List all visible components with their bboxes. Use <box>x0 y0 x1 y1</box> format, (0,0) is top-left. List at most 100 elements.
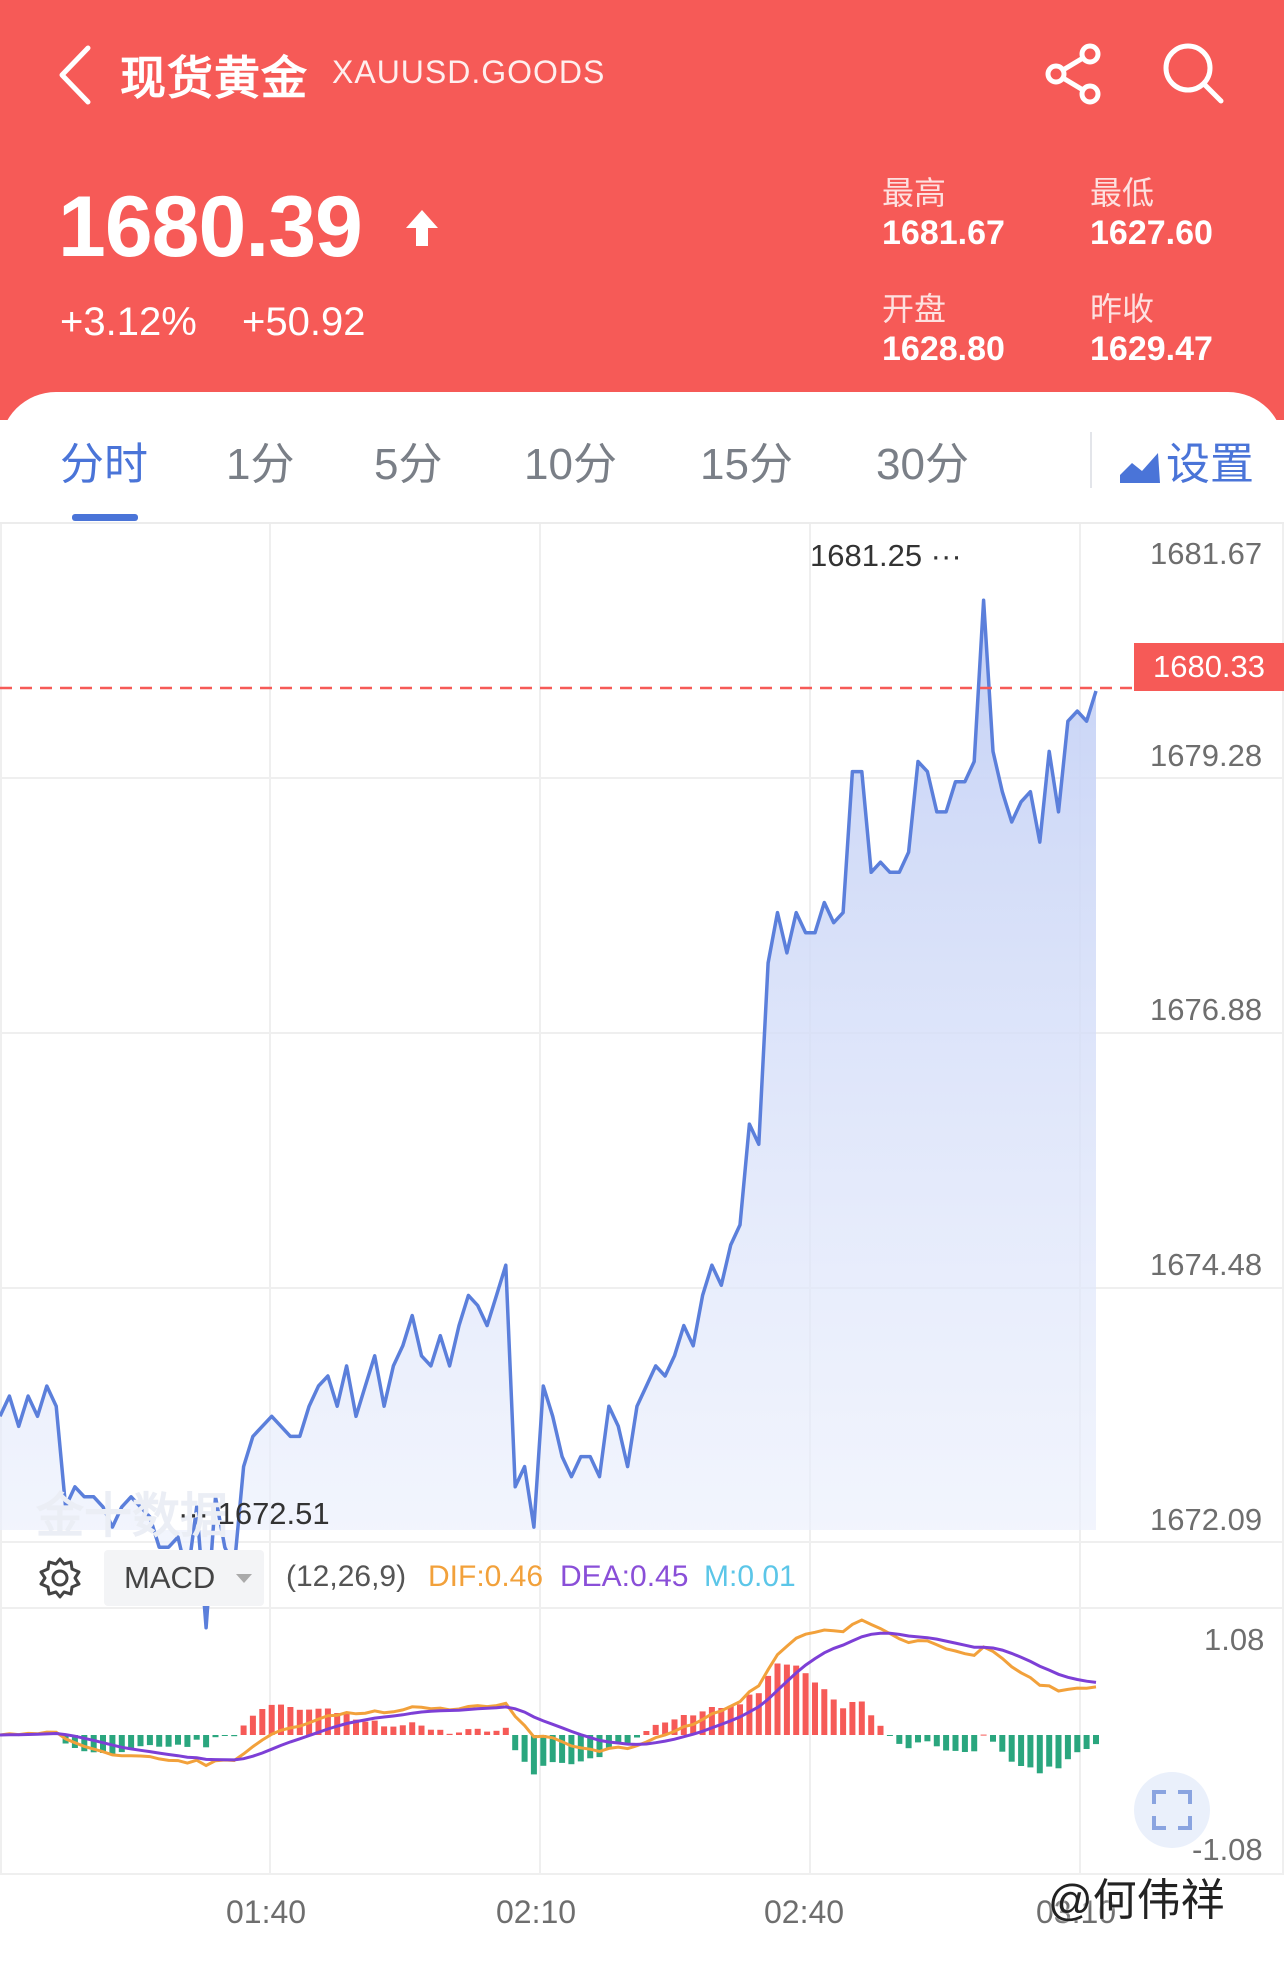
macd-bar <box>521 1735 528 1762</box>
y-label-min: 1672.09 <box>1150 1502 1263 1537</box>
macd-bar <box>118 1735 125 1753</box>
active-tab-indicator <box>72 514 138 521</box>
macd-bar <box>418 1725 425 1735</box>
prev-close-value: 1629.47 <box>1090 330 1213 368</box>
instrument-symbol: XAUUSD.GOODS <box>332 54 606 90</box>
tab-15min[interactable]: 15分 <box>700 440 793 489</box>
x-label-4: 03:10 <box>1036 1894 1117 1930</box>
y-label-3: 1676.88 <box>1150 992 1263 1027</box>
macd-bar <box>1008 1735 1015 1762</box>
macd-bar <box>259 1709 266 1735</box>
macd-bar <box>512 1735 519 1751</box>
indicator-selector-label: MACD <box>124 1560 216 1595</box>
up-arrow-icon <box>406 210 438 246</box>
macd-bar <box>812 1682 818 1735</box>
macd-bar <box>287 1707 294 1735</box>
macd-bar <box>980 1734 987 1736</box>
macd-bar <box>737 1704 743 1735</box>
y-label-4: 1674.48 <box>1150 1247 1263 1282</box>
macd-bar <box>755 1693 762 1735</box>
macd-bar <box>933 1735 940 1747</box>
macd-y-bottom: -1.08 <box>1192 1832 1263 1867</box>
author-credit: @何伟祥 <box>1048 1876 1225 1925</box>
y-label-2: 1679.28 <box>1150 738 1263 773</box>
quote-header: 现货黄金 XAUUSD.GOODS 1680.39 +3.12% +50.92 … <box>0 0 1284 420</box>
macd-bar <box>381 1726 388 1735</box>
macd-bar <box>568 1735 575 1765</box>
macd-bar <box>446 1733 453 1735</box>
macd-bar <box>708 1707 715 1735</box>
x-label-1: 01:40 <box>226 1894 307 1930</box>
tab-divider <box>1090 432 1092 488</box>
macd-bar <box>943 1735 950 1751</box>
tab-1min[interactable]: 1分 <box>226 440 295 489</box>
macd-bar <box>437 1729 444 1735</box>
chart-settings-icon <box>1120 453 1160 484</box>
macd-bar <box>1074 1735 1081 1753</box>
macd-bar <box>165 1735 172 1747</box>
macd-bar <box>1036 1735 1043 1774</box>
caret-down-icon <box>236 1574 252 1583</box>
low-label: 最低 <box>1090 175 1155 211</box>
fullscreen-icon <box>1152 1790 1192 1830</box>
macd-bar <box>868 1715 875 1735</box>
macd-bar <box>530 1735 537 1775</box>
macd-bar <box>896 1735 903 1744</box>
fullscreen-button[interactable] <box>1134 1772 1210 1848</box>
macd-bar <box>849 1702 856 1735</box>
macd-bar <box>193 1735 200 1740</box>
macd-bar <box>746 1694 753 1735</box>
macd-bar <box>493 1730 500 1735</box>
macd-dea-value: DEA:0.45 <box>560 1560 689 1593</box>
macd-bar <box>793 1665 800 1735</box>
high-label: 最高 <box>882 175 947 211</box>
macd-bar <box>905 1735 912 1749</box>
chart-settings-button[interactable]: 设置 <box>1118 428 1254 492</box>
macd-bar <box>353 1719 359 1735</box>
share-icon[interactable] <box>1040 40 1108 108</box>
macd-bar <box>409 1722 416 1735</box>
macd-bar <box>502 1727 509 1735</box>
x-label-3: 02:40 <box>764 1894 845 1930</box>
macd-params: (12,26,9) <box>286 1560 407 1593</box>
macd-bar <box>249 1715 256 1735</box>
tab-intraday[interactable]: 分时 <box>60 440 148 489</box>
macd-bar <box>1093 1735 1099 1745</box>
indicator-selector[interactable]: MACD <box>104 1550 264 1606</box>
macd-bar <box>680 1715 687 1735</box>
macd-bar <box>924 1735 931 1742</box>
macd-bar <box>624 1735 631 1744</box>
macd-bar <box>699 1711 706 1735</box>
macd-bar <box>456 1732 462 1735</box>
back-icon[interactable] <box>52 40 102 110</box>
tab-5min[interactable]: 5分 <box>374 440 443 489</box>
price-chart[interactable] <box>0 524 1284 1944</box>
macd-bar <box>990 1735 996 1742</box>
macd-bar <box>137 1735 144 1747</box>
macd-bar <box>886 1735 893 1736</box>
chart-top-border <box>0 522 1284 524</box>
macd-bar <box>1064 1735 1071 1760</box>
tab-10min[interactable]: 10分 <box>524 440 617 489</box>
tab-30min[interactable]: 30分 <box>876 440 969 489</box>
current-price: 1680.39 <box>58 179 363 275</box>
macd-bar <box>296 1709 303 1735</box>
macd-bar <box>474 1728 481 1735</box>
search-icon[interactable] <box>1158 38 1228 108</box>
macd-bar <box>128 1735 135 1749</box>
macd-bar <box>774 1663 781 1735</box>
change-amount: +50.92 <box>242 300 366 344</box>
high-value: 1681.67 <box>882 214 1005 252</box>
macd-bar <box>596 1735 603 1758</box>
macd-bar <box>830 1699 837 1735</box>
macd-histogram <box>0 1663 1099 1775</box>
gear-icon[interactable] <box>38 1556 82 1600</box>
low-value: 1627.60 <box>1090 214 1213 252</box>
macd-bar <box>999 1735 1006 1752</box>
open-label: 开盘 <box>882 291 947 327</box>
macd-bar <box>334 1713 341 1735</box>
open-value: 1628.80 <box>882 330 1005 368</box>
timeframe-tabs <box>0 392 1284 522</box>
macd-bar <box>390 1726 397 1735</box>
macd-bar <box>971 1735 978 1752</box>
